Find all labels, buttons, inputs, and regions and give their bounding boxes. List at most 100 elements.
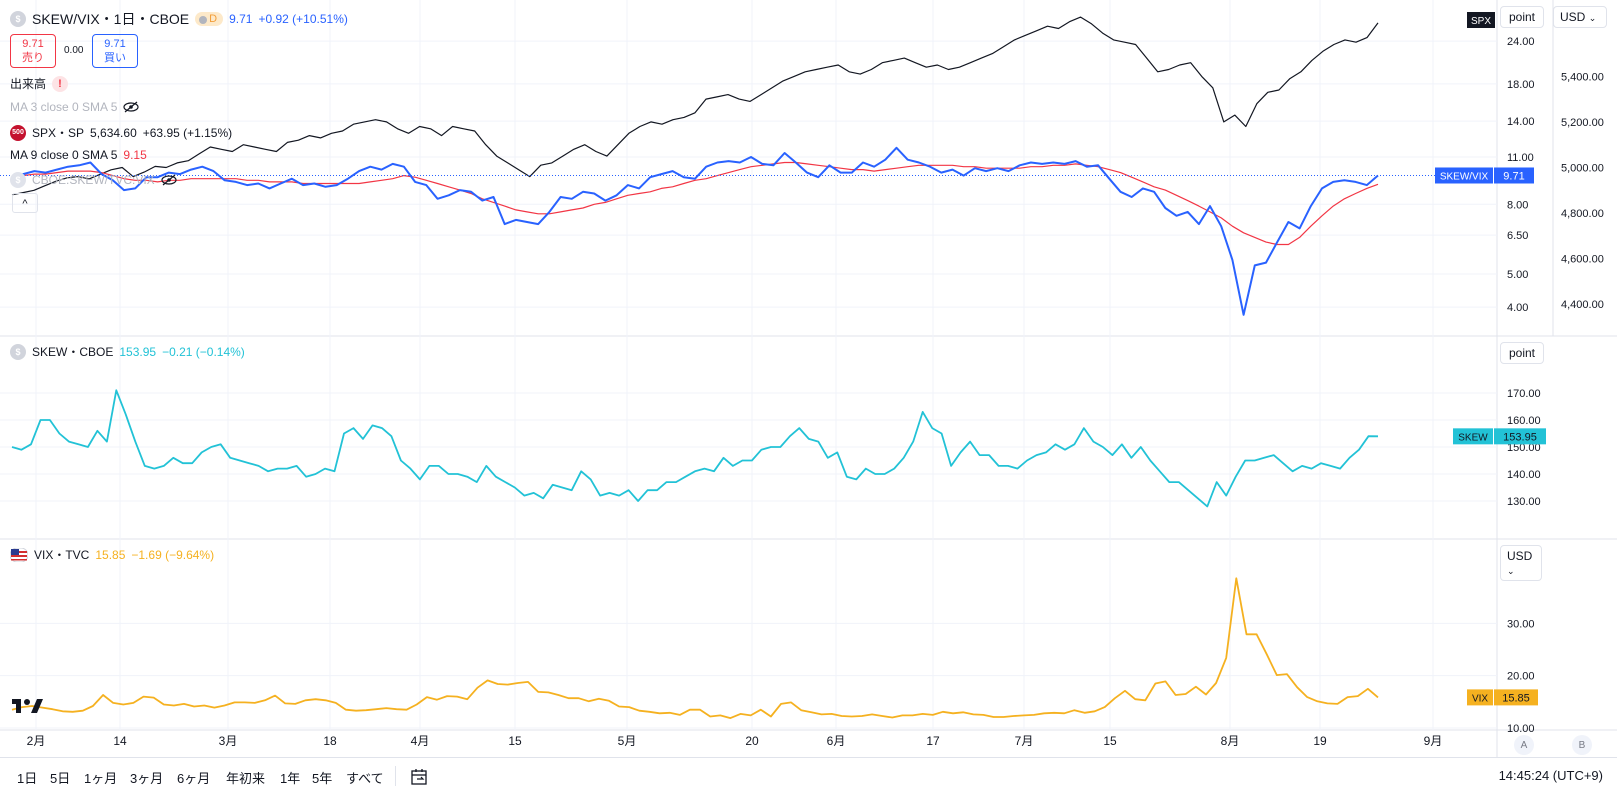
skew-line[interactable] xyxy=(11,389,1379,508)
tick-label: 18.00 xyxy=(1507,79,1535,91)
tick-label: 4,800.00 xyxy=(1561,208,1604,220)
buy-button[interactable]: 9.71 買い xyxy=(92,34,138,68)
volume-legend[interactable]: 出来高 ! xyxy=(10,75,69,92)
tick-label: 4,400.00 xyxy=(1561,299,1604,311)
spx-legend[interactable]: 500 SPX・SP 5,634.60 +63.95 (+1.15%) xyxy=(10,124,232,141)
skew-value-tag: 153.95 xyxy=(1503,431,1537,443)
collapse-legend-button[interactable]: ^ xyxy=(12,193,38,213)
us-flag-icon xyxy=(10,547,28,562)
spread-value: 0.00 xyxy=(64,45,84,56)
chart-background xyxy=(0,0,1617,757)
hidden-eye-icon[interactable] xyxy=(161,174,177,186)
time-tick-label: 6月 xyxy=(827,734,846,748)
range-5y[interactable]: 5年 xyxy=(312,771,333,786)
tick-label: 160.00 xyxy=(1507,415,1541,427)
sell-label: 売り xyxy=(22,52,44,64)
time-tick-label: 9月 xyxy=(1424,734,1443,748)
time-tick-label: 19 xyxy=(1313,734,1327,748)
pane1-currency-button[interactable]: USD ⌄ xyxy=(1553,6,1607,28)
range-1m[interactable]: 1ヶ月 xyxy=(84,771,118,786)
tick-label: 8.00 xyxy=(1507,199,1528,211)
vix-value-tag: 15.85 xyxy=(1502,692,1530,704)
range-ytd[interactable]: 年初来 xyxy=(226,771,266,786)
tick-label: 30.00 xyxy=(1507,618,1535,630)
vix-tag-bg xyxy=(1467,689,1493,706)
divider xyxy=(395,766,396,786)
skew-legend[interactable]: $ SKEW・CBOE 153.95 −0.21 (−0.14%) xyxy=(10,343,245,360)
main-legend: $ SKEW/VIX・1日・CBOE D 9.71 +0.92 (+10.51%… xyxy=(10,9,348,29)
pane1-scale-button[interactable]: point xyxy=(1500,6,1544,28)
spx-line[interactable] xyxy=(11,16,1379,196)
ma3-label: MA 3 close 0 SMA 5 xyxy=(10,100,118,114)
skew-change: −0.21 (−0.14%) xyxy=(162,344,245,359)
tick-label: 170.00 xyxy=(1507,388,1541,400)
pane3-currency-button[interactable]: USD ⌄ xyxy=(1500,545,1542,581)
volume-label: 出来高 xyxy=(10,77,47,91)
tick-label: 140.00 xyxy=(1507,469,1541,481)
time-tick-label: 2月 xyxy=(27,734,46,748)
time-tick-label: 15 xyxy=(1103,734,1117,748)
bottom-toolbar: 1日 5日 1ヶ月 3ヶ月 6ヶ月 年初来 1年 5年 すべて 14:45:24… xyxy=(0,757,1617,796)
spx-tag: SPX xyxy=(1471,16,1491,27)
tick-label: 10.00 xyxy=(1507,723,1535,735)
time-tick-label: 17 xyxy=(926,734,940,748)
range-all[interactable]: すべて xyxy=(346,771,384,786)
warning-icon[interactable]: ! xyxy=(52,75,69,92)
ratio-tag: SKEW/VIX xyxy=(1440,171,1489,182)
skew-vix-line[interactable] xyxy=(11,146,1379,316)
ma9-label: MA 9 close 0 SMA 5 xyxy=(10,148,118,162)
overlay-label: CBOE:SKEW/TVC:VIX xyxy=(32,173,155,187)
range-3m[interactable]: 3ヶ月 xyxy=(130,771,164,786)
tick-label: 5,000.00 xyxy=(1561,163,1604,175)
time-tick-label: 20 xyxy=(745,734,759,748)
vix-line[interactable] xyxy=(11,577,1379,719)
overlay-legend[interactable]: $ CBOE:SKEW/TVC:VIX xyxy=(10,172,177,188)
chevron-down-icon: ⌄ xyxy=(1507,566,1515,576)
time-tick-label: 15 xyxy=(508,734,522,748)
overlay-symbol-icon: $ xyxy=(10,172,26,188)
range-1y[interactable]: 1年 xyxy=(280,771,301,786)
ma3-legend[interactable]: MA 3 close 0 SMA 5 xyxy=(10,100,139,114)
symbol-title[interactable]: SKEW/VIX・1日・CBOE xyxy=(32,11,190,27)
range-5d[interactable]: 5日 xyxy=(50,771,71,786)
ma9-line[interactable] xyxy=(12,161,1379,246)
log-scale-button[interactable]: B xyxy=(1572,735,1592,755)
vix-legend[interactable]: VIX・TVC 15.85 −1.69 (−9.64%) xyxy=(10,546,214,563)
tick-label: 130.00 xyxy=(1507,496,1541,508)
auto-scale-button[interactable]: A xyxy=(1514,735,1534,755)
skew-last: 153.95 xyxy=(119,344,157,359)
spx-label: SPX・SP xyxy=(32,126,85,140)
vix-tag: VIX xyxy=(1472,693,1488,704)
buy-label: 買い xyxy=(104,52,126,64)
pane2-scale-button[interactable]: point xyxy=(1500,342,1544,364)
tick-label: 5.00 xyxy=(1507,269,1528,281)
vix-last: 15.85 xyxy=(95,547,126,562)
interval-badge[interactable]: D xyxy=(195,12,224,26)
time-tick-label: 3月 xyxy=(219,734,238,748)
calendar-range-icon[interactable] xyxy=(410,767,430,787)
ratio-tag-bg xyxy=(1435,167,1493,184)
currency-label: USD xyxy=(1560,10,1586,24)
buy-price: 9.71 xyxy=(104,38,126,50)
skew-tag: SKEW xyxy=(1458,432,1488,443)
ratio-value-bg xyxy=(1494,167,1534,184)
ma9-legend[interactable]: MA 9 close 0 SMA 5 9.15 xyxy=(10,148,147,162)
hidden-eye-icon[interactable] xyxy=(123,101,139,113)
tradingview-logo[interactable] xyxy=(12,697,44,715)
tick-label: 4,600.00 xyxy=(1561,254,1604,266)
tick-label: 5,400.00 xyxy=(1561,71,1604,83)
range-1d[interactable]: 1日 xyxy=(17,771,38,786)
clock[interactable]: 14:45:24 (UTC+9) xyxy=(1498,768,1603,783)
spx-logo-icon: 500 xyxy=(10,124,26,141)
sell-price: 9.71 xyxy=(22,38,44,50)
tick-label: 5,200.00 xyxy=(1561,117,1604,129)
sell-button[interactable]: 9.71 売り xyxy=(10,34,56,68)
range-6m[interactable]: 6ヶ月 xyxy=(177,771,211,786)
tick-label: 14.00 xyxy=(1507,116,1535,128)
skew-title: SKEW・CBOE xyxy=(32,345,114,359)
skew-symbol-icon: $ xyxy=(10,343,26,360)
skew-value-bg xyxy=(1494,428,1546,445)
time-tick-label: 4月 xyxy=(411,734,430,748)
vix-change: −1.69 (−9.64%) xyxy=(131,547,215,562)
